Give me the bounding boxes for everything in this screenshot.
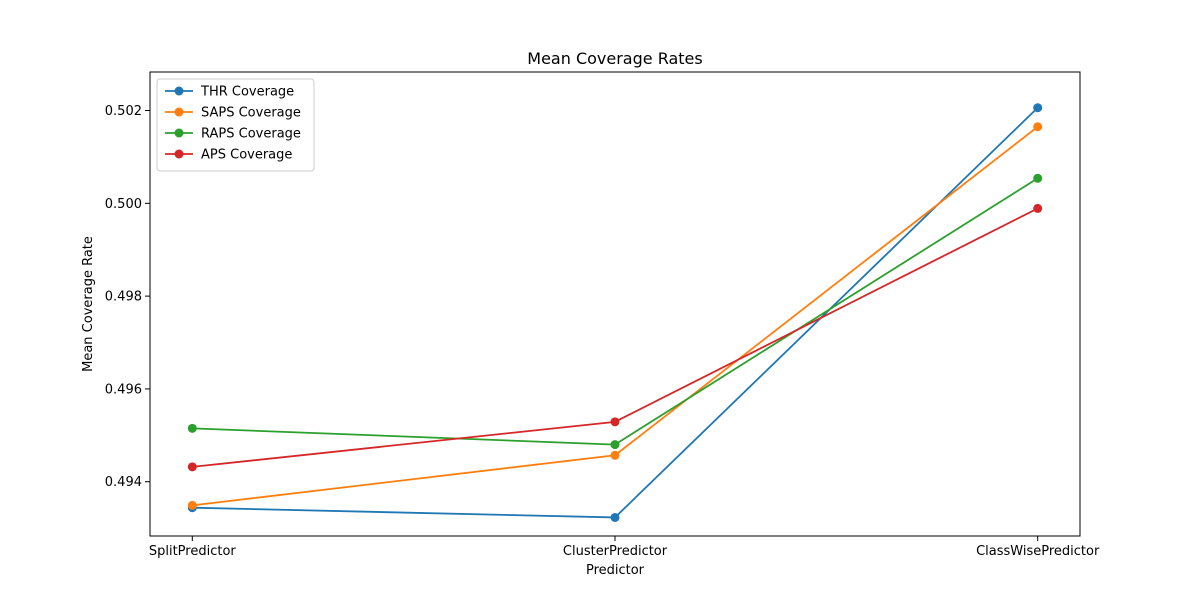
data-point <box>1033 173 1043 183</box>
chart-title: Mean Coverage Rates <box>527 49 702 68</box>
series-layer <box>187 103 1043 522</box>
y-tick-label: 0.494 <box>105 475 142 490</box>
legend: THR Coverage SAPS Coverage RAPS Coverage AP… <box>156 78 315 172</box>
y-axis-label: Mean Coverage Rate <box>81 236 96 372</box>
x-tick-label: ClusterPredictor <box>563 544 668 559</box>
legend-label: APS Coverage <box>201 148 292 163</box>
data-point <box>610 417 620 427</box>
x-axis: SplitPredictor ClusterPredictor ClassWiseP… <box>149 536 1100 559</box>
data-point <box>610 450 620 460</box>
series-aps-coverage <box>187 203 1043 472</box>
data-point <box>1033 203 1043 213</box>
y-axis: 0.494 0.496 0.498 0.500 0.502 <box>105 104 150 490</box>
legend-marker <box>174 128 184 138</box>
x-tick-label: SplitPredictor <box>149 544 237 559</box>
data-point <box>1033 103 1043 113</box>
legend-label: SAPS Coverage <box>201 106 301 121</box>
data-point <box>187 423 197 433</box>
data-point <box>187 500 197 510</box>
legend-marker <box>174 86 184 96</box>
legend-label: RAPS Coverage <box>201 127 301 142</box>
legend-item: RAPS Coverage <box>165 127 301 142</box>
y-tick-label: 0.498 <box>105 290 142 305</box>
data-point <box>187 462 197 472</box>
legend-box <box>156 78 315 172</box>
series-raps-coverage <box>187 173 1043 450</box>
legend-marker <box>174 107 184 117</box>
legend-item: THR Coverage <box>165 85 294 100</box>
y-tick-label: 0.502 <box>105 104 142 119</box>
data-point <box>610 512 620 522</box>
legend-item: APS Coverage <box>165 148 292 163</box>
legend-item: SAPS Coverage <box>165 106 301 121</box>
series-saps-coverage <box>187 122 1043 510</box>
x-tick-label: ClassWisePredictor <box>976 544 1100 559</box>
x-axis-label: Predictor <box>586 563 645 578</box>
y-tick-label: 0.500 <box>105 197 142 212</box>
legend-marker <box>174 149 184 159</box>
data-point <box>610 440 620 450</box>
y-tick-label: 0.496 <box>105 382 142 397</box>
data-point <box>1033 122 1043 132</box>
legend-label: THR Coverage <box>200 85 294 100</box>
